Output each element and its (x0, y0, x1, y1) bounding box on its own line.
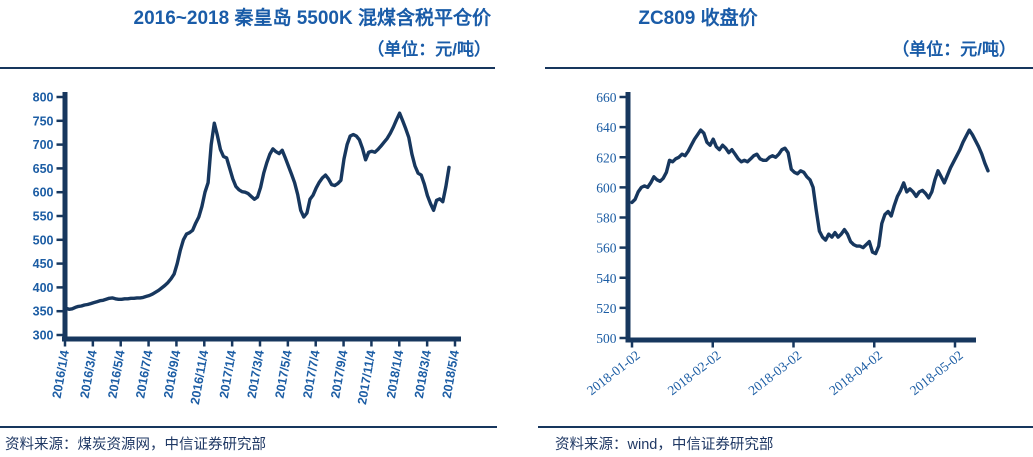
svg-text:2016/11/4: 2016/11/4 (188, 349, 211, 406)
left-chart-title: 2016~2018 秦皇岛 5500K 混煤含税平仓价 (133, 8, 491, 29)
svg-text:550: 550 (33, 210, 54, 224)
svg-text:2017/5/4: 2017/5/4 (273, 349, 295, 399)
svg-text:2018/1/4: 2018/1/4 (384, 349, 406, 399)
svg-text:2017/11/4: 2017/11/4 (355, 349, 378, 406)
svg-text:640: 640 (596, 120, 617, 135)
zc809-close-price-line-chart: 500 520 540 560 580 600 620 640 660 2018-01-02 201… (584, 90, 990, 399)
svg-text:2018/5/4: 2018/5/4 (440, 349, 462, 399)
svg-text:2016/1/4: 2016/1/4 (50, 349, 72, 399)
svg-text:620: 620 (596, 150, 617, 165)
right-source-note: 资料来源：wind，中信证券研究部 (555, 437, 774, 453)
svg-text:500: 500 (33, 233, 54, 247)
svg-text:2017/3/4: 2017/3/4 (245, 349, 267, 399)
svg-text:2018-02-02: 2018-02-02 (665, 348, 724, 399)
svg-text:2016/9/4: 2016/9/4 (161, 349, 183, 399)
svg-text:650: 650 (33, 162, 54, 176)
svg-text:350: 350 (33, 305, 54, 319)
svg-text:580: 580 (596, 211, 617, 226)
right-chart-unit-label: （单位：元/吨） (892, 40, 1016, 59)
svg-text:520: 520 (596, 301, 617, 316)
svg-text:2016/5/4: 2016/5/4 (105, 349, 127, 399)
svg-text:660: 660 (596, 90, 617, 105)
svg-text:2018-03-02: 2018-03-02 (745, 348, 804, 399)
left-header-rule (0, 67, 495, 69)
svg-text:750: 750 (33, 114, 54, 128)
svg-text:300: 300 (33, 329, 54, 343)
svg-text:600: 600 (33, 186, 54, 200)
left-footer-rule (0, 426, 497, 428)
svg-text:450: 450 (33, 257, 54, 271)
qhd-coal-price-line-chart: 300 350 400 450 500 550 600 650 700 750 800 2016/1/… (33, 91, 462, 406)
svg-text:2016/7/4: 2016/7/4 (133, 349, 155, 399)
svg-text:2016/3/4: 2016/3/4 (78, 349, 100, 399)
svg-text:560: 560 (596, 241, 617, 256)
svg-text:2018-04-02: 2018-04-02 (826, 348, 885, 399)
left-chart-unit-label: （单位：元/吨） (367, 40, 491, 59)
svg-text:2017/7/4: 2017/7/4 (300, 349, 322, 399)
svg-text:540: 540 (596, 271, 617, 286)
svg-text:2018-01-02: 2018-01-02 (584, 348, 643, 399)
left-source-note: 资料来源：煤炭资源网，中信证券研究部 (5, 437, 266, 453)
svg-text:2018-05-02: 2018-05-02 (907, 348, 966, 399)
svg-text:500: 500 (596, 331, 617, 346)
svg-text:800: 800 (33, 91, 54, 105)
svg-text:400: 400 (33, 281, 54, 295)
right-chart-title: ZC809 收盘价 (638, 8, 758, 29)
right-header-rule (545, 67, 1033, 69)
svg-text:2018/3/4: 2018/3/4 (412, 349, 434, 399)
svg-text:700: 700 (33, 138, 54, 152)
right-footer-rule (538, 426, 1033, 428)
svg-text:2017/9/4: 2017/9/4 (328, 349, 350, 399)
svg-text:2017/1/4: 2017/1/4 (217, 349, 239, 399)
svg-text:600: 600 (596, 180, 617, 195)
